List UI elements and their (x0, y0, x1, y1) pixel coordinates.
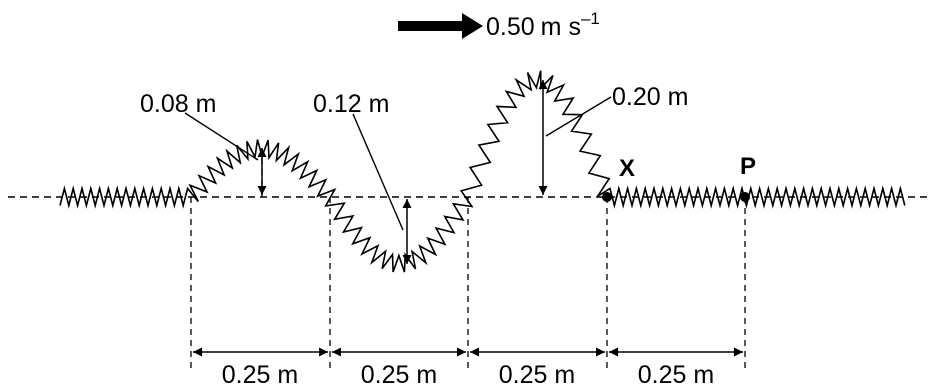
leader-line-2 (352, 113, 404, 231)
amplitude-label-1: 0.08 m (140, 90, 216, 118)
spacing-label-4: 0.25 m (638, 361, 714, 387)
speed-value: 0.50 (486, 13, 535, 41)
point-p-label: P (740, 153, 756, 180)
leader-line-3 (545, 96, 612, 137)
point-x-label: X (619, 155, 635, 182)
leader-line-1 (184, 112, 259, 161)
amplitude-label-3: 0.20 m (612, 83, 688, 111)
spring-wave (59, 70, 906, 273)
speed-unit: m s (541, 13, 581, 41)
spacing-label-2: 0.25 m (361, 361, 437, 387)
speed-unit-exponent: –1 (581, 9, 600, 28)
point-x-marker (602, 192, 612, 202)
spacing-label-1: 0.25 m (222, 361, 298, 387)
spacing-label-3: 0.25 m (499, 361, 575, 387)
point-p-marker (740, 192, 750, 202)
velocity-arrow-icon (398, 13, 483, 39)
speed-label: 0.50 m s–1 (486, 9, 600, 41)
guide-lines (190, 148, 746, 370)
amplitude-label-2: 0.12 m (313, 90, 389, 118)
